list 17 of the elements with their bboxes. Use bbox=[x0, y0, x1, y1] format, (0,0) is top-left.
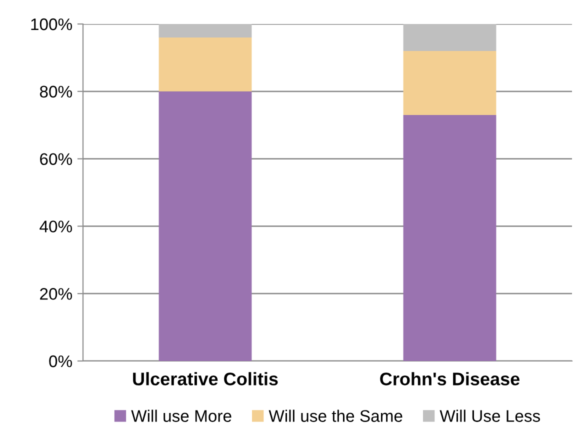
legend-label: Will use the Same bbox=[268, 410, 402, 422]
legend-label: Will use More bbox=[131, 410, 232, 422]
legend-label: Will Use Less bbox=[440, 410, 540, 422]
y-tick-label: 20% bbox=[40, 288, 72, 300]
bar bbox=[158, 24, 252, 38]
y-tick-label: 0% bbox=[49, 355, 72, 368]
y-tick-label: 40% bbox=[40, 220, 72, 232]
bar bbox=[158, 37, 252, 92]
x-tick-label: Ulcerative Colitis bbox=[133, 372, 278, 386]
y-tick-label: 60% bbox=[40, 153, 72, 166]
bar bbox=[403, 114, 496, 361]
y-tick-label: 80% bbox=[40, 86, 72, 98]
y-tick-label: 100% bbox=[31, 18, 72, 30]
bar bbox=[158, 91, 252, 361]
bar bbox=[403, 24, 496, 51]
x-tick-label: Crohn's Disease bbox=[380, 372, 520, 386]
bar bbox=[403, 50, 496, 115]
